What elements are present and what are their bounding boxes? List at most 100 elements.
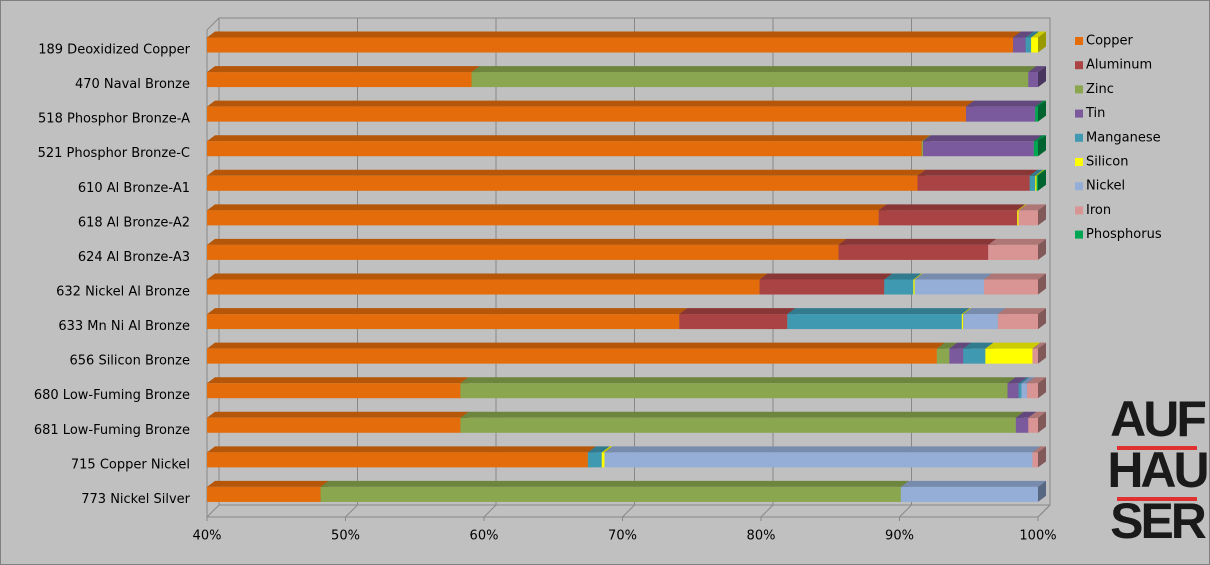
bar-segment: [207, 175, 918, 191]
bar-segment: [1028, 72, 1038, 88]
grid-line: [345, 504, 358, 518]
bar-segment: [207, 37, 1014, 53]
bar-top: [963, 342, 994, 349]
x-tick-label: 50%: [331, 529, 360, 544]
bar-side: [1038, 446, 1046, 468]
bar-top: [997, 308, 1046, 315]
bar-top: [207, 308, 688, 315]
bar-segment: [963, 314, 998, 330]
bar-side: [1038, 31, 1046, 53]
bar-segment: [320, 486, 901, 502]
bar-segment: [1036, 175, 1038, 191]
bar-side: [1038, 308, 1046, 330]
bar-segment: [917, 175, 1030, 191]
bar-segment: [1032, 348, 1038, 364]
bar-top: [1036, 169, 1046, 176]
bar-segment: [878, 210, 1018, 226]
logo: AUF HAU SER: [1107, 391, 1210, 549]
bar-segment: [1028, 417, 1038, 433]
bar-top: [1032, 342, 1046, 349]
legend-label: Nickel: [1086, 179, 1125, 194]
bar-segment: [1021, 383, 1027, 399]
bar-segment: [949, 348, 964, 364]
bar-segment: [913, 279, 915, 295]
bar-segment: [1007, 383, 1019, 399]
y-tick-label: 521 Phosphor Bronze-C: [38, 146, 190, 161]
bar-top: [913, 273, 923, 280]
logo-line: SER: [1110, 493, 1207, 549]
bar-segment: [921, 141, 924, 157]
bar-top: [207, 273, 768, 280]
y-tick-label: 715 Copper Nickel: [71, 457, 190, 472]
grid-line: [760, 504, 774, 518]
x-tick-label: 70%: [608, 529, 637, 544]
bar-top: [679, 308, 796, 315]
legend-label: Zinc: [1086, 82, 1114, 97]
y-tick-label: 189 Deoxidized Copper: [38, 43, 190, 58]
bar-segment: [460, 383, 1008, 399]
bar-segment: [997, 314, 1038, 330]
grid-line: [206, 504, 220, 518]
bar-top: [207, 446, 596, 453]
bar-top: [1018, 204, 1046, 211]
bar-top: [983, 273, 1046, 280]
bar-top: [1028, 66, 1046, 73]
bar-side: [1038, 66, 1046, 88]
y-tick-label: 681 Low-Fuming Bronze: [34, 423, 190, 438]
bar-top: [207, 31, 1022, 38]
bar-side: [1038, 100, 1046, 122]
bar-segment: [679, 314, 788, 330]
bar-segment: [207, 486, 321, 502]
bar-top: [207, 377, 469, 384]
bar-segment: [1035, 175, 1037, 191]
y-tick-label: 518 Phosphor Bronze-A: [38, 112, 190, 127]
bar-segment: [884, 279, 914, 295]
bar-top: [936, 342, 958, 349]
legend-label: Aluminum: [1086, 58, 1152, 73]
bar-top: [207, 204, 887, 211]
bar-segment: [207, 244, 839, 260]
bar-segment: [787, 314, 962, 330]
bar-top: [985, 342, 1041, 349]
bar-side: [1038, 204, 1046, 226]
legend-label: Manganese: [1086, 130, 1161, 145]
bar-top: [207, 238, 847, 245]
bar-segment: [963, 348, 986, 364]
bar-segment: [1018, 383, 1022, 399]
bar-segment: [1031, 37, 1038, 53]
bar-top: [1028, 411, 1046, 418]
bar-top: [884, 273, 922, 280]
bar-top: [923, 135, 1042, 142]
bar-segment: [601, 452, 605, 468]
bar-top: [604, 446, 1041, 453]
bar-segment: [965, 106, 1036, 122]
bar-segment: [207, 106, 966, 122]
bar-segment: [1025, 37, 1032, 53]
bar-top: [949, 342, 972, 349]
bar-segment: [988, 244, 1038, 260]
bar-top: [320, 480, 909, 487]
bar-top: [1015, 411, 1037, 418]
bar-segment: [207, 314, 680, 330]
bar-side: [1038, 342, 1046, 364]
y-tick-label: 624 Al Bronze-A3: [78, 250, 190, 265]
bar-top: [207, 169, 926, 176]
bar-top: [914, 273, 992, 280]
bar-segment: [936, 348, 950, 364]
bar-segment: [1032, 452, 1038, 468]
y-tick-label: 656 Silicon Bronze: [70, 354, 191, 369]
bar-top: [1013, 31, 1034, 38]
x-tick-label: 100%: [1019, 529, 1056, 544]
legend-swatch: [1075, 230, 1083, 239]
bar-top: [601, 446, 613, 453]
bar-top: [207, 100, 974, 107]
y-tick-label: 610 Al Bronze-A1: [78, 181, 190, 196]
bar-side: [1038, 169, 1046, 191]
bar-top: [878, 204, 1026, 211]
y-tick-label: 680 Low-Fuming Bronze: [34, 388, 190, 403]
bar-side: [1038, 238, 1046, 260]
bar-top: [787, 308, 970, 315]
bar-segment: [207, 348, 937, 364]
bar-segment: [587, 452, 602, 468]
